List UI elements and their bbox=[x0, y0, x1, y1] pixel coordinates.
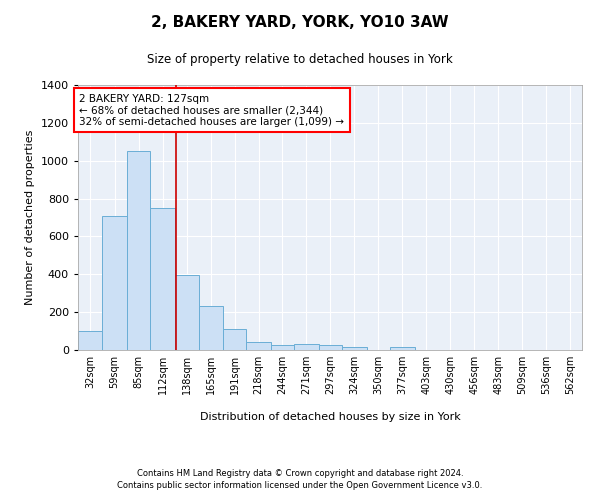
Bar bbox=[175, 275, 199, 350]
Bar bbox=[199, 306, 223, 350]
Text: Contains HM Land Registry data © Crown copyright and database right 2024.: Contains HM Land Registry data © Crown c… bbox=[137, 469, 463, 478]
Bar bbox=[271, 346, 294, 350]
Bar bbox=[319, 346, 342, 350]
Text: Distribution of detached houses by size in York: Distribution of detached houses by size … bbox=[200, 412, 460, 422]
Bar bbox=[103, 216, 127, 350]
Bar bbox=[223, 329, 247, 350]
Bar bbox=[390, 347, 415, 350]
Text: 2 BAKERY YARD: 127sqm
← 68% of detached houses are smaller (2,344)
32% of semi-d: 2 BAKERY YARD: 127sqm ← 68% of detached … bbox=[79, 94, 344, 126]
Y-axis label: Number of detached properties: Number of detached properties bbox=[25, 130, 35, 305]
Bar bbox=[294, 344, 319, 350]
Text: 2, BAKERY YARD, YORK, YO10 3AW: 2, BAKERY YARD, YORK, YO10 3AW bbox=[151, 15, 449, 30]
Text: Size of property relative to detached houses in York: Size of property relative to detached ho… bbox=[147, 52, 453, 66]
Bar bbox=[151, 208, 175, 350]
Bar bbox=[342, 347, 367, 350]
Bar bbox=[127, 151, 151, 350]
Bar bbox=[247, 342, 271, 350]
Text: Contains public sector information licensed under the Open Government Licence v3: Contains public sector information licen… bbox=[118, 481, 482, 490]
Bar bbox=[78, 331, 103, 350]
